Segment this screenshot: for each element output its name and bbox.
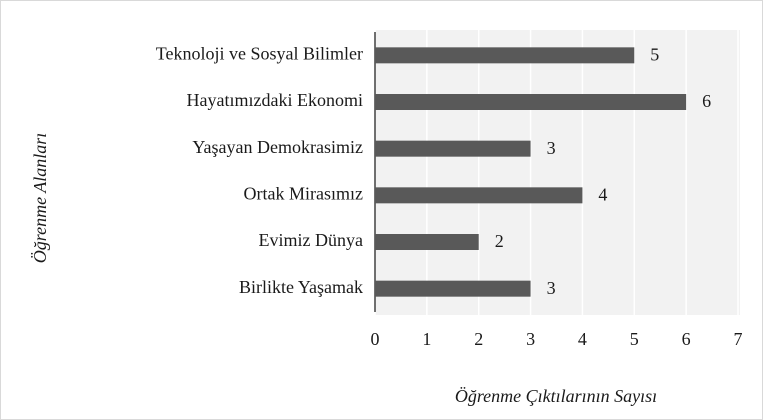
x-tick-label: 6 [682, 329, 691, 349]
bar [375, 280, 531, 297]
y-tick-label: Hayatımızdaki Ekonomi [187, 90, 363, 110]
data-label: 4 [598, 184, 607, 204]
y-tick-label: Ortak Mirasımız [244, 183, 363, 203]
x-tick-label: 5 [630, 329, 639, 349]
x-tick-label: 4 [578, 329, 587, 349]
data-label: 3 [547, 138, 556, 158]
bar [375, 94, 687, 110]
x-tick-label: 1 [422, 329, 431, 349]
bar [375, 140, 531, 157]
data-label: 2 [495, 231, 504, 251]
x-tick-label: 0 [371, 329, 380, 349]
y-tick-label: Teknoloji ve Sosyal Bilimler [156, 43, 363, 63]
data-label: 5 [650, 44, 659, 64]
x-tick-label: 2 [474, 329, 483, 349]
data-label: 6 [702, 91, 711, 111]
plot-area [375, 30, 740, 315]
x-tick-label: 3 [526, 329, 535, 349]
bar [375, 187, 583, 204]
y-tick-label: Evimiz Dünya [259, 230, 363, 250]
y-axis-title: Öğrenme Alanları [30, 133, 50, 264]
bar [375, 234, 479, 250]
x-tick-label: 7 [734, 329, 743, 349]
y-tick-label: Yaşayan Demokrasimiz [192, 137, 363, 157]
x-axis-title: Öğrenme Çıktılarının Sayısı [455, 386, 657, 406]
bar [375, 47, 635, 64]
y-tick-label: Birlikte Yaşamak [239, 277, 363, 297]
data-label: 3 [547, 278, 556, 298]
